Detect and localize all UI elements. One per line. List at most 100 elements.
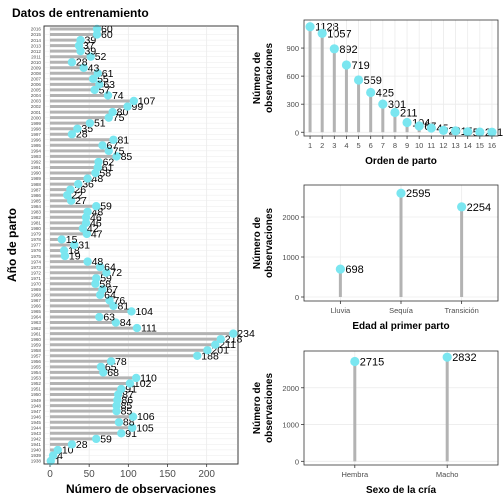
lollipop-dot [475,127,485,137]
data-label: 86 [121,395,133,407]
data-label: 57 [99,84,111,96]
lollipop-dot [378,99,388,109]
x-axis-title: Sexo de la cría [366,485,436,496]
y-axis-title: Número de [252,51,263,104]
data-label: 698 [345,264,363,276]
data-label: 72 [110,267,122,279]
data-label: 81 [117,134,129,146]
data-label: 43 [88,62,100,74]
tick-label-x: 100 [120,469,137,480]
tick-label-y: 2012 [31,49,42,54]
data-label: 64 [104,289,116,301]
lollipop-dot [129,96,139,106]
data-label: 78 [115,356,127,368]
tick-label-y: 1996 [31,137,42,142]
tick-label-y: 1961 [31,331,42,336]
data-label: 46 [90,212,102,224]
data-label: 31 [78,240,90,252]
lollipop-dot [353,75,364,85]
lollipop-dot [390,107,400,118]
data-label: 67 [106,140,118,152]
tick-label-x: Macho [436,470,459,479]
lollipop-dot [127,307,136,316]
lollipop-dot [123,102,132,111]
data-label: 19 [69,251,81,263]
data-label: 80 [117,107,129,119]
data-label: 47 [91,228,103,240]
data-label: 1128 [315,22,339,34]
chart-panel-sexo-cria: 0 1000 2000 Hembra 2715 Macho 2832 Sexo de la c… [252,350,499,496]
lollipop-dot [396,188,406,198]
plot-border [303,184,499,302]
data-label: 55 [97,73,109,85]
data-label: 48 [92,206,104,218]
tick-label-y: 2005 [31,88,42,93]
data-label: 58 [99,168,111,180]
tick-label-x: 8 [393,141,397,150]
tick-label-y: 1949 [31,398,42,403]
plot-border [303,350,499,466]
lollipop-dot [438,125,449,135]
tick-label-y: 1000 [282,253,299,262]
data-label: 42 [87,223,99,235]
tick-label-y: 2000 [282,213,299,222]
lollipop-dot [48,451,58,460]
tick-label-y: 2009 [31,65,42,70]
tick-label-y: 1983 [31,209,42,214]
tick-label-y: 1982 [31,215,42,220]
tick-label-y: 1976 [31,248,42,253]
tick-label-x: 50 [84,469,96,480]
lollipop-dot [98,285,107,294]
data-label: 85 [121,400,133,412]
tick-label-y: 2002 [31,104,42,109]
data-label: 15 [66,234,78,246]
lollipop-dot [70,240,79,250]
lollipop-dot [128,423,137,432]
tick-label-y: 1966 [31,304,42,309]
tick-label-y: 1974 [31,259,42,264]
tick-label-y: 1951 [31,387,42,392]
data-label: 1 [497,127,503,139]
lollipop-dot [229,329,238,338]
tick-label-x: 0 [47,469,53,480]
data-label: 52 [95,51,107,63]
tick-label-x: 16 [488,141,496,150]
tick-label-y: 1998 [31,126,42,131]
tick-label-y: 1972 [31,270,42,275]
tick-label-y: 1957 [31,353,42,358]
lollipop-dot [74,179,83,189]
tick-label-y: 1971 [31,276,42,281]
lollipop-dot [341,60,352,70]
data-label: 87 [122,389,134,401]
tick-label-y: 2000 [282,384,299,393]
data-label: 892 [339,44,357,56]
tick-label-y: 900 [286,44,299,53]
tick-label-x: 3 [332,141,336,150]
lollipop-dot [305,22,315,32]
data-label: 211 [400,108,418,120]
lollipop-dot [193,351,202,360]
data-label: 28 [76,439,88,451]
lollipop-dot [104,146,113,156]
lollipop-dot [414,121,424,131]
lollipop-dot [83,207,92,216]
data-label: 559 [364,75,382,87]
lollipop-dot [128,412,138,421]
lollipop-dot [83,174,92,183]
tick-label-y: 1999 [31,121,42,126]
data-label: 2832 [452,352,476,364]
tick-label-y: 1958 [31,348,42,353]
tick-label-x: 7 [381,141,385,150]
lollipop-dot [203,346,212,355]
lollipop-dot [67,130,77,139]
lollipop-dot [53,445,63,455]
data-label: 48 [92,256,104,268]
lollipop-dot [442,352,452,362]
lollipop-dot [98,141,107,150]
tick-label-y: 1977 [31,243,42,248]
tick-label-y: 2011 [31,54,41,59]
tick-label-y: 1954 [31,370,42,375]
data-label: 75 [113,112,125,124]
data-label: 10 [62,444,74,456]
